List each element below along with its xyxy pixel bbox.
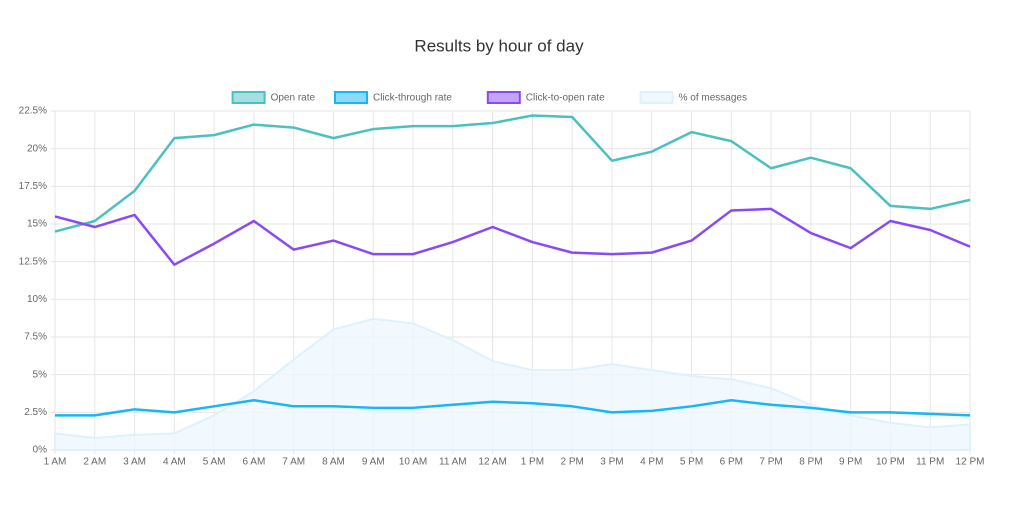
y-tick-label: 7.5%	[24, 332, 47, 343]
legend-swatch[interactable]	[486, 91, 521, 104]
x-tick-label: 11 AM	[439, 457, 467, 468]
legend-swatch[interactable]	[231, 91, 266, 104]
y-tick-label: 2.5%	[24, 407, 47, 418]
y-tick-label: 12.5%	[19, 256, 47, 267]
x-tick-label: 12 AM	[478, 457, 506, 468]
legend-swatch[interactable]	[639, 91, 674, 104]
y-tick-label: 22.5%	[19, 106, 47, 117]
x-tick-label: 5 PM	[680, 457, 703, 468]
legend-label[interactable]: Click-to-open rate	[526, 93, 605, 104]
x-tick-label: 9 AM	[362, 457, 385, 468]
y-tick-label: 5%	[33, 369, 48, 380]
x-tick-label: 9 PM	[839, 457, 862, 468]
x-tick-label: 5 AM	[203, 457, 226, 468]
legend-label[interactable]: Open rate	[271, 93, 316, 104]
x-tick-label: 8 AM	[322, 457, 345, 468]
x-tick-label: 10 PM	[876, 457, 905, 468]
y-tick-label: 17.5%	[19, 181, 47, 192]
legend-label[interactable]: % of messages	[679, 93, 747, 104]
x-tick-label: 4 AM	[163, 457, 186, 468]
line	[55, 399, 971, 417]
x-tick-label: 6 AM	[243, 457, 266, 468]
x-tick-label: 3 AM	[123, 457, 146, 468]
x-tick-label: 2 PM	[561, 457, 584, 468]
x-tick-label: 7 PM	[759, 457, 782, 468]
y-tick-label: 15%	[27, 219, 47, 230]
line	[54, 207, 971, 266]
x-tick-label: 12 PM	[956, 457, 985, 468]
x-tick-label: 1 AM	[44, 457, 67, 468]
x-tick-label: 1 PM	[521, 457, 544, 468]
chart-title: Results by hour of day	[414, 36, 584, 55]
x-tick-label: 7 AM	[282, 457, 305, 468]
line	[54, 114, 971, 233]
x-tick-label: 6 PM	[720, 457, 743, 468]
y-tick-label: 0%	[33, 445, 48, 456]
x-tick-label: 11 PM	[916, 457, 944, 468]
x-tick-label: 10 AM	[399, 457, 427, 468]
x-tick-label: 8 PM	[799, 457, 822, 468]
legend-swatch[interactable]	[334, 91, 368, 104]
x-tick-label: 3 PM	[600, 457, 623, 468]
legend-label[interactable]: Click-through rate	[373, 93, 452, 104]
x-tick-label: 2 AM	[83, 457, 106, 468]
area	[54, 317, 971, 451]
y-tick-label: 10%	[27, 294, 47, 305]
y-tick-label: 20%	[27, 143, 47, 154]
x-tick-label: 4 PM	[640, 457, 663, 468]
